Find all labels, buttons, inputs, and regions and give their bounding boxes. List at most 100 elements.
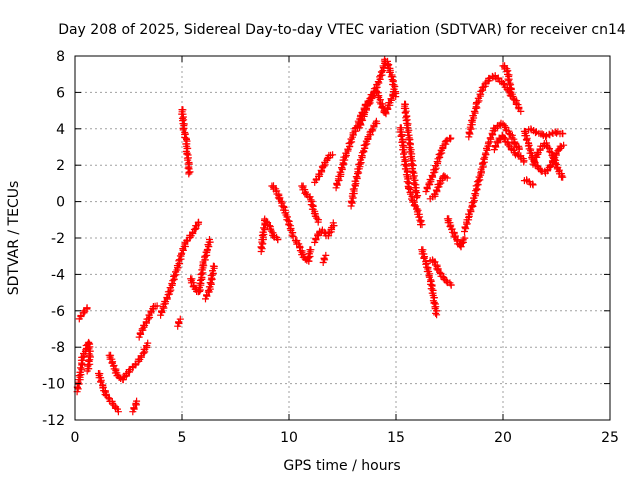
data-point	[329, 219, 337, 227]
data-point	[355, 169, 363, 177]
data-point	[329, 151, 337, 159]
data-point	[430, 299, 438, 307]
y-tick-label: -4	[51, 267, 65, 283]
data-point	[500, 134, 508, 142]
data-point	[346, 139, 354, 147]
x-tick-label: 10	[280, 430, 298, 446]
data-point	[532, 129, 539, 137]
x-tick-label: 25	[601, 430, 619, 446]
x-tick-label: 20	[494, 430, 512, 446]
data-point	[433, 311, 441, 319]
y-tick-label: -12	[42, 413, 65, 429]
data-point	[442, 277, 450, 285]
data-point	[83, 367, 91, 375]
data-point	[418, 221, 426, 229]
data-point	[544, 143, 552, 151]
y-tick-label: 0	[56, 195, 65, 211]
y-tick-label: -6	[51, 304, 65, 320]
y-tick-label: -10	[42, 377, 65, 393]
data-point	[361, 141, 369, 149]
data-point	[447, 134, 455, 142]
data-point	[443, 174, 451, 182]
chart-title: Day 208 of 2025, Sidereal Day-to-day VTE…	[58, 22, 626, 38]
data-point	[153, 302, 161, 310]
data-point	[389, 88, 397, 96]
y-axis-label: SDTVAR / TECUs	[6, 181, 22, 296]
y-tick-label: 2	[56, 158, 65, 174]
data-point	[479, 159, 487, 167]
data-point	[352, 173, 360, 181]
data-point	[508, 90, 516, 98]
plot-points	[73, 55, 568, 416]
data-point	[314, 218, 322, 226]
data-point	[480, 155, 488, 163]
data-point	[169, 277, 177, 285]
data-point	[288, 231, 296, 239]
data-point	[206, 236, 213, 243]
data-point	[529, 181, 537, 189]
data-point	[262, 217, 270, 225]
data-point	[520, 158, 528, 166]
data-point	[372, 117, 380, 125]
data-point	[176, 315, 184, 323]
data-point	[340, 160, 348, 168]
data-point	[306, 246, 314, 254]
y-tick-label: -8	[51, 340, 65, 356]
data-point	[83, 304, 91, 312]
y-tick-label: 4	[56, 122, 65, 138]
data-point	[436, 150, 444, 158]
data-point	[171, 272, 179, 280]
data-point	[560, 141, 568, 149]
data-point	[285, 221, 293, 229]
data-point	[447, 281, 455, 289]
data-point	[377, 68, 385, 76]
data-point	[461, 234, 469, 242]
data-point	[85, 350, 93, 358]
data-point	[548, 151, 556, 159]
data-point	[517, 107, 525, 115]
data-point	[413, 194, 421, 202]
data-point	[559, 130, 567, 138]
data-point	[434, 155, 442, 163]
data-point	[114, 408, 122, 416]
x-tick-label: 15	[387, 430, 405, 446]
data-point	[274, 235, 282, 243]
data-point	[322, 251, 330, 259]
data-point	[323, 155, 331, 163]
data-point	[133, 397, 141, 405]
data-point	[409, 168, 417, 176]
data-point	[185, 170, 193, 178]
data-point	[458, 239, 466, 247]
data-point	[209, 262, 217, 270]
data-point	[184, 164, 192, 172]
data-point	[368, 93, 376, 101]
data-point	[267, 227, 275, 235]
x-tick-label: 0	[71, 430, 80, 446]
data-point	[405, 185, 412, 192]
data-point	[201, 252, 209, 260]
data-point	[373, 88, 380, 96]
data-point	[408, 195, 415, 203]
data-point	[289, 233, 297, 240]
x-axis: 0 5 10 15 20 25	[71, 56, 619, 446]
y-axis: -12 -10 -8 -6 -4 -2 0 2 4 6 8	[42, 49, 610, 429]
x-axis-label: GPS time / hours	[283, 458, 400, 474]
data-point	[205, 287, 213, 294]
data-point	[559, 173, 567, 181]
y-tick-label: 8	[56, 49, 65, 65]
data-point	[180, 124, 188, 132]
data-point	[515, 145, 523, 153]
data-point	[144, 339, 152, 347]
data-point	[436, 268, 444, 276]
y-tick-label: 6	[56, 85, 65, 101]
data-point	[411, 188, 419, 196]
data-point	[301, 189, 309, 197]
data-point	[313, 214, 321, 222]
x-tick-label: 5	[178, 430, 187, 446]
data-point	[194, 218, 202, 226]
data-point	[104, 394, 112, 402]
data-point	[432, 309, 440, 317]
data-point	[459, 236, 467, 244]
grid	[75, 56, 610, 420]
